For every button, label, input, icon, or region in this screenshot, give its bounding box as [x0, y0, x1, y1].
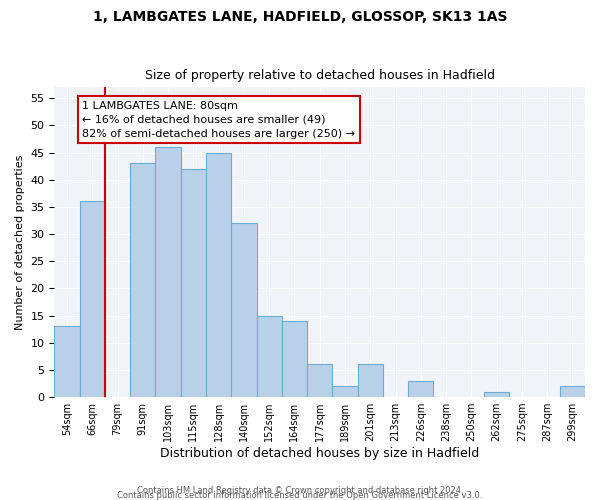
Bar: [484, 392, 509, 397]
Text: Contains HM Land Registry data © Crown copyright and database right 2024.: Contains HM Land Registry data © Crown c…: [137, 486, 463, 495]
Bar: [80, 202, 105, 397]
Bar: [231, 223, 257, 397]
X-axis label: Distribution of detached houses by size in Hadfield: Distribution of detached houses by size …: [160, 447, 479, 460]
Bar: [257, 316, 282, 397]
Bar: [307, 364, 332, 397]
Bar: [155, 147, 181, 397]
Bar: [332, 386, 358, 397]
Bar: [181, 169, 206, 397]
Bar: [282, 321, 307, 397]
Y-axis label: Number of detached properties: Number of detached properties: [15, 154, 25, 330]
Text: Contains public sector information licensed under the Open Government Licence v3: Contains public sector information licen…: [118, 491, 482, 500]
Bar: [130, 164, 155, 397]
Bar: [408, 381, 433, 397]
Bar: [358, 364, 383, 397]
Text: 1 LAMBGATES LANE: 80sqm
← 16% of detached houses are smaller (49)
82% of semi-de: 1 LAMBGATES LANE: 80sqm ← 16% of detache…: [82, 101, 355, 139]
Bar: [206, 152, 231, 397]
Bar: [55, 326, 80, 397]
Bar: [560, 386, 585, 397]
Title: Size of property relative to detached houses in Hadfield: Size of property relative to detached ho…: [145, 69, 495, 82]
Text: 1, LAMBGATES LANE, HADFIELD, GLOSSOP, SK13 1AS: 1, LAMBGATES LANE, HADFIELD, GLOSSOP, SK…: [93, 10, 507, 24]
